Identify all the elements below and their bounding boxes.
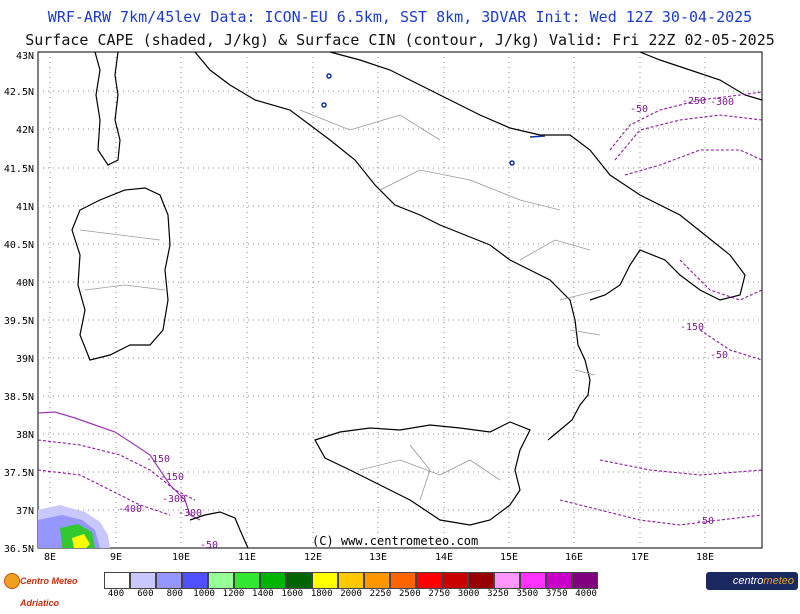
legend-value: 800 — [166, 589, 183, 599]
legend-swatch — [442, 572, 468, 589]
centro-meteo-adriatico-logo: Centro Meteo Adriatico — [2, 570, 102, 608]
legend-swatch — [416, 572, 442, 589]
legend-value: 4000 — [575, 589, 597, 599]
legend-swatch — [494, 572, 520, 589]
lon-label: 15E — [500, 552, 518, 563]
admin-borders — [79, 109, 601, 501]
legend-swatch — [364, 572, 390, 589]
legend-swatch — [286, 572, 312, 589]
lat-label: 38N — [16, 430, 34, 441]
weather-map: 43N 42.5N 42N 41.5N 41N 40.5N 40N 39.5N … — [4, 51, 763, 563]
legend-value: 1000 — [193, 589, 215, 599]
product-valid-title: Surface CAPE (shaded, J/kg) & Surface CI… — [25, 31, 775, 49]
longitude-labels: 8E 9E 10E 11E 12E 13E 14E 15E 16E 17E 18… — [44, 552, 714, 563]
cin-label: -300 — [162, 494, 186, 505]
latitude-labels: 43N 42.5N 42N 41.5N 41N 40.5N 40N 39.5N … — [4, 51, 34, 555]
lat-label: 42.5N — [4, 87, 34, 98]
lat-label: 37.5N — [4, 468, 34, 479]
cin-spots — [321, 73, 546, 166]
lat-label: 43N — [16, 51, 34, 62]
lon-label: 17E — [631, 552, 649, 563]
legend-value: 1600 — [281, 589, 304, 599]
graticule — [38, 52, 762, 548]
centrometeo-logo: centrometeo — [706, 572, 798, 590]
legend-swatch — [104, 572, 130, 589]
cin-label: -400 — [118, 504, 142, 515]
legend-value: 3500 — [516, 589, 539, 599]
map-frame — [37, 51, 763, 549]
cin-label: -150 — [160, 472, 184, 483]
legend-swatch — [260, 572, 286, 589]
legend-value: 1200 — [222, 589, 245, 599]
legend-swatch — [312, 572, 338, 589]
lon-label: 12E — [304, 552, 322, 563]
legend-value: 2000 — [340, 589, 362, 599]
legend-swatch — [520, 572, 546, 589]
legend-value: 2250 — [369, 589, 392, 599]
legend-swatch — [390, 572, 416, 589]
legend-swatch — [182, 572, 208, 589]
cape-legend — [0, 566, 800, 600]
legend-value: 3250 — [487, 589, 509, 599]
coastlines — [71, 51, 763, 549]
cin-label: -300 — [710, 97, 734, 108]
lat-label: 42N — [16, 125, 34, 136]
lat-label: 36.5N — [4, 544, 34, 555]
lon-label: 13E — [369, 552, 387, 563]
lon-label: 11E — [238, 552, 256, 563]
sun-icon — [4, 573, 20, 589]
cin-label: -50 — [710, 350, 728, 361]
cin-label: -150 — [680, 322, 704, 333]
model-info-title: WRF-ARW 7km/45lev Data: ICON-EU 6.5km, S… — [47, 8, 753, 26]
legend-value: 3750 — [545, 589, 568, 599]
legend-value: 3000 — [457, 589, 480, 599]
legend-value: 1800 — [310, 589, 333, 599]
lon-label: 16E — [565, 552, 583, 563]
lat-label: 41N — [16, 202, 34, 213]
lon-label: 9E — [110, 552, 122, 563]
lon-label: 10E — [172, 552, 190, 563]
legend-value: 1400 — [252, 589, 274, 599]
legend-swatch — [468, 572, 494, 589]
cin-label: -250 — [682, 96, 706, 107]
lon-label: 14E — [435, 552, 453, 563]
legend-swatch — [156, 572, 182, 589]
cin-labels: -50 -250 -300 -150 -50 -150 -150 -400 -3… — [118, 96, 734, 551]
legend-swatch — [572, 572, 598, 589]
cin-label: -300 — [178, 508, 202, 519]
legend-value: 600 — [137, 589, 154, 599]
legend-swatch — [130, 572, 156, 589]
lat-label: 41.5N — [4, 164, 34, 175]
legend-swatch — [208, 572, 234, 589]
legend-swatch — [546, 572, 572, 589]
cin-label: -50 — [200, 540, 218, 551]
cin-label: -150 — [146, 454, 170, 465]
legend-value: 2750 — [428, 589, 451, 599]
legend-value: 400 — [107, 589, 125, 599]
legend-swatch — [338, 572, 364, 589]
lat-label: 39N — [16, 354, 34, 365]
copyright-text: (C) www.centrometeo.com — [312, 534, 478, 548]
lon-label: 8E — [44, 552, 56, 563]
legend-swatch — [234, 572, 260, 589]
legend-value: 2500 — [398, 589, 421, 599]
cin-label: -50 — [630, 104, 648, 115]
lat-label: 40.5N — [4, 240, 34, 251]
cape-shading — [37, 411, 201, 548]
lon-label: 18E — [696, 552, 714, 563]
cin-label: -50 — [696, 516, 714, 527]
lat-label: 38.5N — [4, 392, 34, 403]
lat-label: 37N — [16, 506, 34, 517]
lat-label: 40N — [16, 278, 34, 289]
lat-label: 39.5N — [4, 316, 34, 327]
cin-contours — [37, 91, 763, 526]
